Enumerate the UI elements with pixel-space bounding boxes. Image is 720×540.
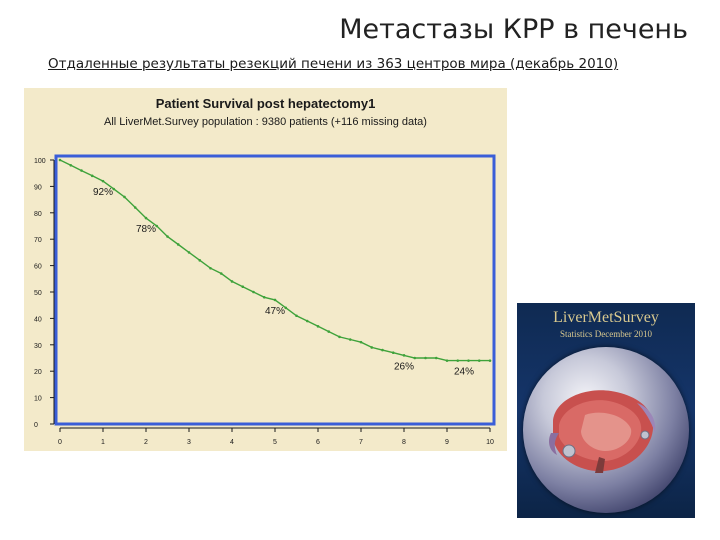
y-tick-label: 10 <box>34 396 42 403</box>
x-tick-label: 9 <box>445 439 449 446</box>
curve-point <box>69 163 73 167</box>
plot-frame <box>54 154 496 426</box>
x-tick-label: 8 <box>402 439 406 446</box>
y-tick-label: 70 <box>34 237 42 244</box>
curve-point <box>477 359 481 362</box>
slide-subtitle: Отдаленные результаты резекций печени из… <box>48 56 619 72</box>
x-tick-label: 10 <box>486 439 494 446</box>
cover-subtitle: Statistics December 2010 <box>560 329 652 339</box>
chart-annotations: 92% 78% 47% 26% 24% <box>93 187 474 378</box>
report-cover-image: LiverMetSurvey Statistics December 2010 <box>517 303 695 518</box>
y-tick-label: 20 <box>34 369 42 376</box>
y-tick-label: 90 <box>34 184 42 191</box>
data-label: 26% <box>394 361 414 372</box>
y-tick-label: 50 <box>34 290 42 297</box>
x-tick-label: 4 <box>230 439 234 446</box>
curve-point <box>488 359 492 362</box>
curve-point <box>90 174 94 178</box>
curve-point <box>391 351 395 355</box>
curve-point <box>58 158 62 162</box>
x-tick-label: 7 <box>359 439 363 446</box>
cover-title: LiverMetSurvey <box>553 309 659 326</box>
x-tick-label: 6 <box>316 439 320 446</box>
curve-point <box>176 243 180 246</box>
curve-point <box>348 338 352 341</box>
data-label: 78% <box>136 224 156 235</box>
curve-point <box>144 216 148 220</box>
y-tick-label: 0 <box>34 422 38 429</box>
y-tick-label: 100 <box>34 158 46 165</box>
curve-point <box>456 359 460 362</box>
curve-point <box>241 285 245 289</box>
y-tick-label: 80 <box>34 211 42 218</box>
curve-point <box>445 359 449 362</box>
curve-point <box>166 235 169 238</box>
y-tick-label: 30 <box>34 343 42 350</box>
y-axis: 0 10 20 30 40 50 60 70 80 90 100 <box>34 158 55 429</box>
curve-point <box>230 280 234 283</box>
x-tick-label: 3 <box>187 439 191 446</box>
data-label: 47% <box>265 306 285 317</box>
chart-subtitle: All LiverMet.Survey population : 9380 pa… <box>104 116 427 128</box>
x-tick-label: 5 <box>273 439 277 446</box>
curve-point <box>209 266 212 270</box>
curve-point <box>305 319 309 323</box>
curve-point <box>284 306 288 310</box>
curve-point <box>413 356 417 360</box>
slide-title: Метастазы КРР в печень <box>339 14 688 45</box>
liver-illustration <box>549 390 656 473</box>
chart-title: Patient Survival post hepatectomy1 <box>155 96 376 111</box>
curve-point <box>123 195 126 199</box>
curve-point <box>370 346 374 349</box>
survival-curve-points <box>58 158 492 362</box>
curve-point <box>381 348 384 352</box>
curve-point <box>467 359 470 362</box>
curve-point <box>273 298 277 302</box>
x-tick-label: 1 <box>101 439 105 446</box>
curve-point <box>338 335 341 339</box>
curve-point <box>219 272 223 275</box>
curve-point <box>252 290 255 294</box>
curve-point <box>101 179 105 183</box>
x-tick-label: 2 <box>144 439 148 446</box>
data-label: 92% <box>93 187 113 198</box>
curve-point <box>262 295 266 299</box>
data-label: 24% <box>454 367 474 378</box>
survival-chart-svg: 0 10 20 30 40 50 60 70 80 90 100 0 1 2 3 4 5 6 7 8 9 10 92% 7… <box>34 154 496 446</box>
curve-point <box>327 330 331 333</box>
curve-point <box>80 169 83 172</box>
x-axis: 0 1 2 3 4 5 6 7 8 9 10 <box>58 427 494 446</box>
curve-point <box>316 325 320 328</box>
curve-point <box>198 259 202 262</box>
curve-point <box>187 251 191 254</box>
survival-curve-line <box>59 159 490 362</box>
curve-point <box>155 224 159 228</box>
x-tick-label: 0 <box>58 439 62 446</box>
curve-point <box>295 314 298 318</box>
y-tick-label: 40 <box>34 316 42 323</box>
curve-point <box>434 356 438 360</box>
curve-point <box>359 340 363 344</box>
curve-point <box>424 356 427 360</box>
curve-point <box>402 354 406 357</box>
survival-chart-panel: Patient Survival post hepatectomy1 All L… <box>24 88 507 451</box>
curve-point <box>133 206 137 209</box>
y-tick-label: 60 <box>34 264 42 271</box>
curve-point <box>112 187 116 191</box>
